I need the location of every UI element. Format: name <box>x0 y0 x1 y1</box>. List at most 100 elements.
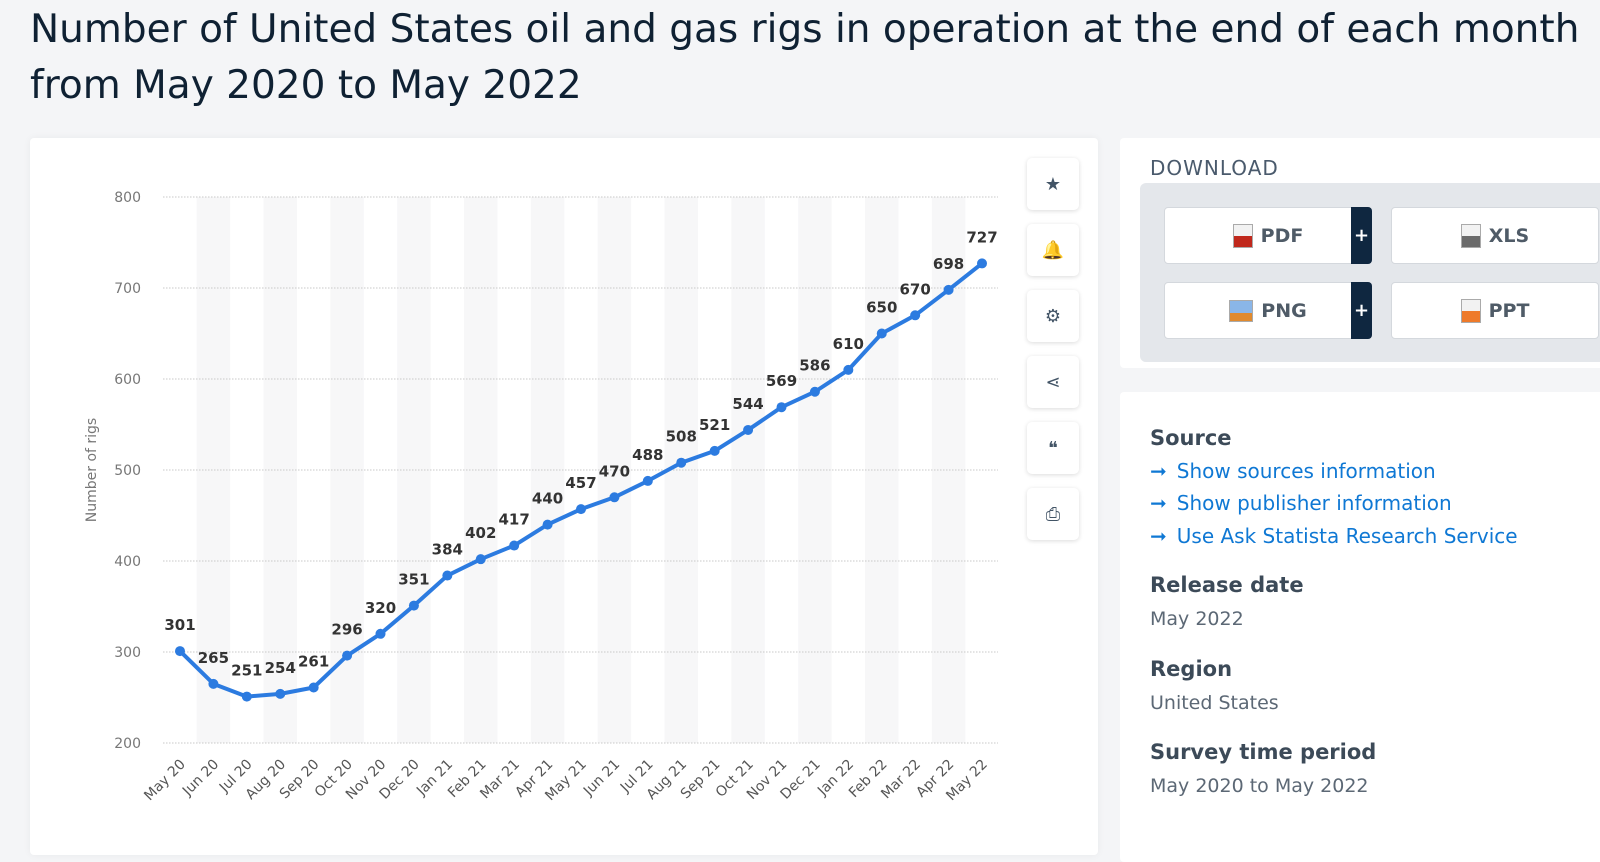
ask-statista-link[interactable]: ➞ Use Ask Statista Research Service <box>1150 524 1518 548</box>
gear-icon[interactable]: ⚙ <box>1027 290 1079 342</box>
survey-period-value: May 2020 to May 2022 <box>1150 775 1369 797</box>
ppt-file-icon <box>1460 298 1481 323</box>
xls-label: XLS <box>1488 224 1530 247</box>
y-tick-label: 300 <box>114 645 141 661</box>
data-point <box>308 682 319 693</box>
release-date-heading: Release date <box>1150 573 1304 597</box>
share-icon[interactable]: ⋖ <box>1027 356 1079 408</box>
data-point <box>375 628 386 639</box>
ppt-label: PPT <box>1488 299 1530 322</box>
data-label: 610 <box>833 335 864 353</box>
y-axis-label: Number of rigs <box>84 418 100 522</box>
data-point <box>175 646 185 657</box>
arrow-right-icon: ➞ <box>1150 459 1167 483</box>
arrow-right-icon: ➞ <box>1150 524 1167 548</box>
data-label: 508 <box>666 428 697 446</box>
region-value: United States <box>1150 692 1279 714</box>
data-point <box>475 554 486 565</box>
download-heading: DOWNLOAD <box>1150 156 1279 180</box>
data-point <box>542 519 553 530</box>
data-label: 296 <box>331 621 362 639</box>
png-plus-button[interactable]: + <box>1351 282 1372 339</box>
data-point <box>910 310 921 321</box>
y-tick-label: 700 <box>114 281 141 297</box>
data-label: 440 <box>532 490 563 508</box>
data-label: 320 <box>365 599 396 617</box>
data-label: 569 <box>766 372 797 390</box>
x-tick-label: May 20 <box>141 757 189 805</box>
y-tick-label: 800 <box>114 190 141 206</box>
info-panel: Source ➞ Show sources information ➞ Show p… <box>1120 392 1600 862</box>
data-point <box>642 475 653 486</box>
title-line-1: Number of United States oil and gas rigs… <box>30 7 1580 52</box>
download-panel: DOWNLOAD PDF + XLS PNG + PPT <box>1120 138 1600 368</box>
data-point <box>342 650 353 661</box>
data-point <box>609 492 620 503</box>
data-point <box>977 258 987 269</box>
y-tick-label: 200 <box>114 736 141 752</box>
data-label: 727 <box>966 228 997 246</box>
data-point <box>241 691 252 702</box>
data-label: 670 <box>900 280 931 298</box>
download-ppt-button[interactable]: PPT <box>1391 282 1599 339</box>
data-label: 251 <box>231 662 262 680</box>
arrow-right-icon: ➞ <box>1150 491 1167 515</box>
data-label: 521 <box>699 416 730 434</box>
data-label: 417 <box>499 511 530 529</box>
data-label: 261 <box>298 652 329 670</box>
bell-icon[interactable]: 🔔 <box>1027 224 1079 276</box>
png-file-icon <box>1229 299 1254 322</box>
y-tick-label: 500 <box>114 463 141 479</box>
source-heading: Source <box>1150 426 1232 450</box>
data-label: 351 <box>398 571 429 589</box>
y-tick-label: 600 <box>114 372 141 388</box>
show-publisher-link[interactable]: ➞ Show publisher information <box>1150 491 1452 515</box>
data-label: 698 <box>933 255 964 273</box>
data-point <box>576 504 586 515</box>
data-point <box>843 364 854 375</box>
title-line-2: from May 2020 to May 2022 <box>30 63 582 108</box>
data-point <box>208 678 219 689</box>
y-tick-label: 400 <box>114 554 141 570</box>
data-label: 488 <box>632 446 663 464</box>
data-point <box>743 424 754 435</box>
data-label: 457 <box>565 474 596 492</box>
pdf-label: PDF <box>1260 224 1304 247</box>
star-icon[interactable]: ★ <box>1027 158 1079 210</box>
data-point <box>408 600 419 611</box>
data-point <box>676 457 687 468</box>
show-sources-link[interactable]: ➞ Show sources information <box>1150 459 1436 483</box>
x-tick-label: Jun 20 <box>179 757 222 800</box>
region-heading: Region <box>1150 657 1233 681</box>
data-point <box>509 540 520 551</box>
data-label: 402 <box>465 524 496 542</box>
data-point <box>809 386 820 397</box>
quote-icon[interactable]: ❝ <box>1027 422 1079 474</box>
data-label: 470 <box>599 462 630 480</box>
download-options: PDF + XLS PNG + PPT <box>1140 183 1600 362</box>
png-label: PNG <box>1261 299 1307 322</box>
data-label: 650 <box>866 299 897 317</box>
x-tick-label: Jun 21 <box>580 757 623 800</box>
xls-file-icon <box>1460 223 1481 248</box>
data-point <box>876 328 887 339</box>
download-pdf-button[interactable]: PDF + <box>1164 207 1372 264</box>
survey-period-heading: Survey time period <box>1150 740 1377 764</box>
pdf-plus-button[interactable]: + <box>1351 207 1372 264</box>
chart-card: 200 300 400 500 600 700 800 Number of rigs 301 26… <box>30 138 1098 855</box>
data-point <box>709 445 720 456</box>
link-text: Show sources information <box>1176 459 1436 483</box>
link-text: Show publisher information <box>1176 491 1452 515</box>
data-point <box>442 570 453 581</box>
data-label: 384 <box>432 541 463 559</box>
release-date-value: May 2022 <box>1150 608 1244 630</box>
data-point <box>776 402 787 413</box>
download-xls-button[interactable]: XLS <box>1391 207 1599 264</box>
data-label: 544 <box>732 395 763 413</box>
print-icon[interactable]: ⎙ <box>1027 488 1079 540</box>
download-png-button[interactable]: PNG + <box>1164 282 1372 339</box>
data-label: 586 <box>799 357 830 375</box>
link-text: Use Ask Statista Research Service <box>1176 524 1518 548</box>
page-title: Number of United States oil and gas rigs… <box>30 2 1600 114</box>
